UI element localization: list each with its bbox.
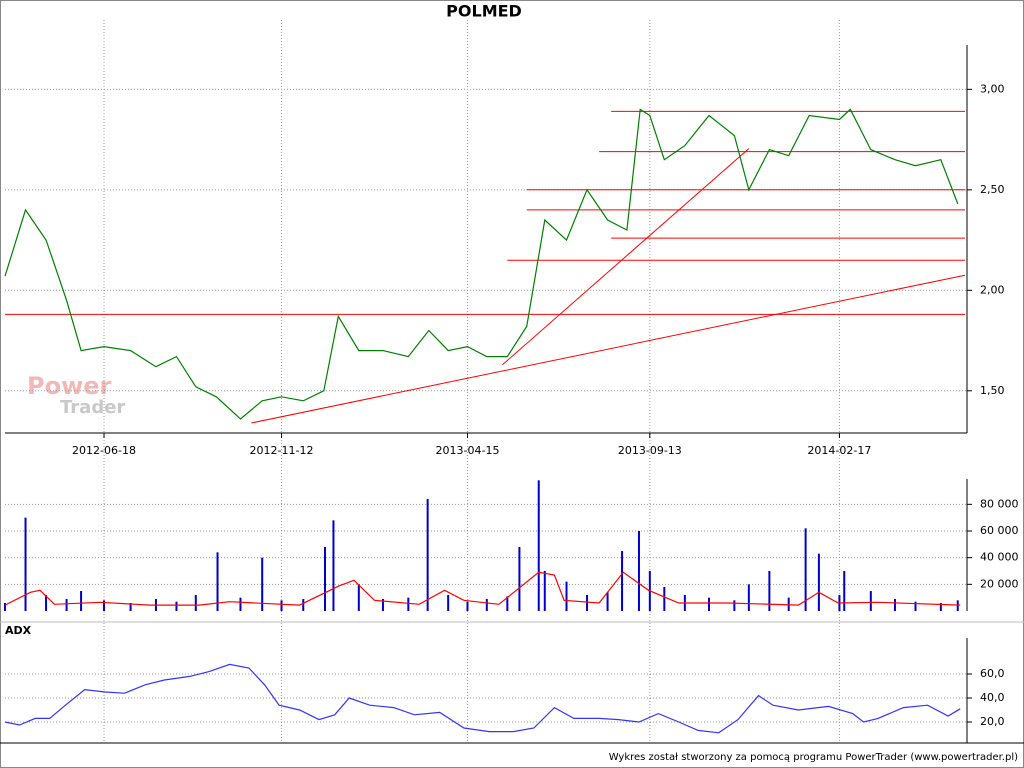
bar	[565, 581, 568, 611]
x-tick-label: 2014-02-17	[807, 444, 871, 457]
bar	[280, 600, 283, 611]
bar	[586, 595, 589, 611]
bar	[80, 591, 83, 611]
bar	[637, 531, 640, 611]
bar	[239, 597, 242, 611]
watermark: Trader	[60, 397, 125, 418]
bar	[24, 517, 27, 611]
x-tick-label: 2013-04-15	[436, 444, 500, 457]
footer: Wykres został stworzony za pomocą progra…	[609, 752, 1018, 763]
y-tick-label: 20 000	[980, 577, 1019, 590]
bar	[506, 596, 509, 611]
y-tick-label: 60 000	[980, 524, 1019, 537]
bar	[103, 600, 106, 611]
y-tick-label: 40,0	[980, 691, 1005, 704]
bar	[708, 597, 710, 611]
bar	[302, 599, 305, 611]
bar	[447, 595, 450, 611]
bar	[914, 601, 917, 611]
y-tick-label: 2,00	[980, 283, 1005, 296]
bar	[175, 601, 178, 611]
bar	[663, 587, 666, 611]
bar	[426, 499, 429, 611]
y-tick-label: 40 000	[980, 551, 1019, 564]
bar	[537, 480, 540, 611]
bar	[4, 603, 6, 611]
bar	[893, 599, 896, 611]
trend-line	[251, 274, 966, 424]
bar	[869, 591, 872, 611]
bar	[956, 600, 959, 611]
bar	[817, 553, 820, 611]
bar	[518, 547, 521, 611]
y-tick-label: 2,50	[980, 183, 1005, 196]
y-tick-label: 60,0	[980, 667, 1005, 680]
x-tick-label: 2012-11-12	[250, 444, 314, 457]
watermark: Power	[27, 372, 112, 400]
bar	[357, 584, 360, 611]
bar	[324, 547, 326, 611]
bar	[939, 603, 942, 611]
bar	[466, 601, 469, 611]
average-line	[4, 571, 961, 606]
bar	[381, 599, 384, 611]
bar	[261, 557, 264, 611]
bar	[485, 599, 488, 611]
bar	[194, 595, 197, 611]
data-line	[4, 108, 959, 420]
bar	[621, 551, 624, 611]
y-tick-label: 3,00	[980, 82, 1005, 95]
trend-line	[502, 148, 750, 366]
data-line	[4, 663, 961, 734]
bar	[216, 552, 219, 611]
bar	[606, 592, 609, 611]
bar	[747, 584, 750, 611]
bar	[733, 600, 736, 611]
y-tick-label: 20,0	[980, 715, 1005, 728]
bar	[65, 599, 68, 611]
x-tick-label: 2013-09-13	[618, 444, 682, 457]
chart-title: POLMED	[446, 2, 522, 21]
bar	[332, 520, 335, 611]
panel-title: ADX	[5, 624, 32, 637]
bar	[129, 603, 132, 611]
x-tick-label: 2012-06-18	[72, 444, 136, 457]
bar	[543, 571, 546, 611]
bar	[768, 571, 771, 611]
bar	[407, 597, 410, 611]
bar	[843, 571, 846, 611]
y-tick-label: 80 000	[980, 497, 1019, 510]
bar	[804, 528, 807, 611]
y-tick-label: 1,50	[980, 384, 1005, 397]
bar	[45, 595, 48, 611]
